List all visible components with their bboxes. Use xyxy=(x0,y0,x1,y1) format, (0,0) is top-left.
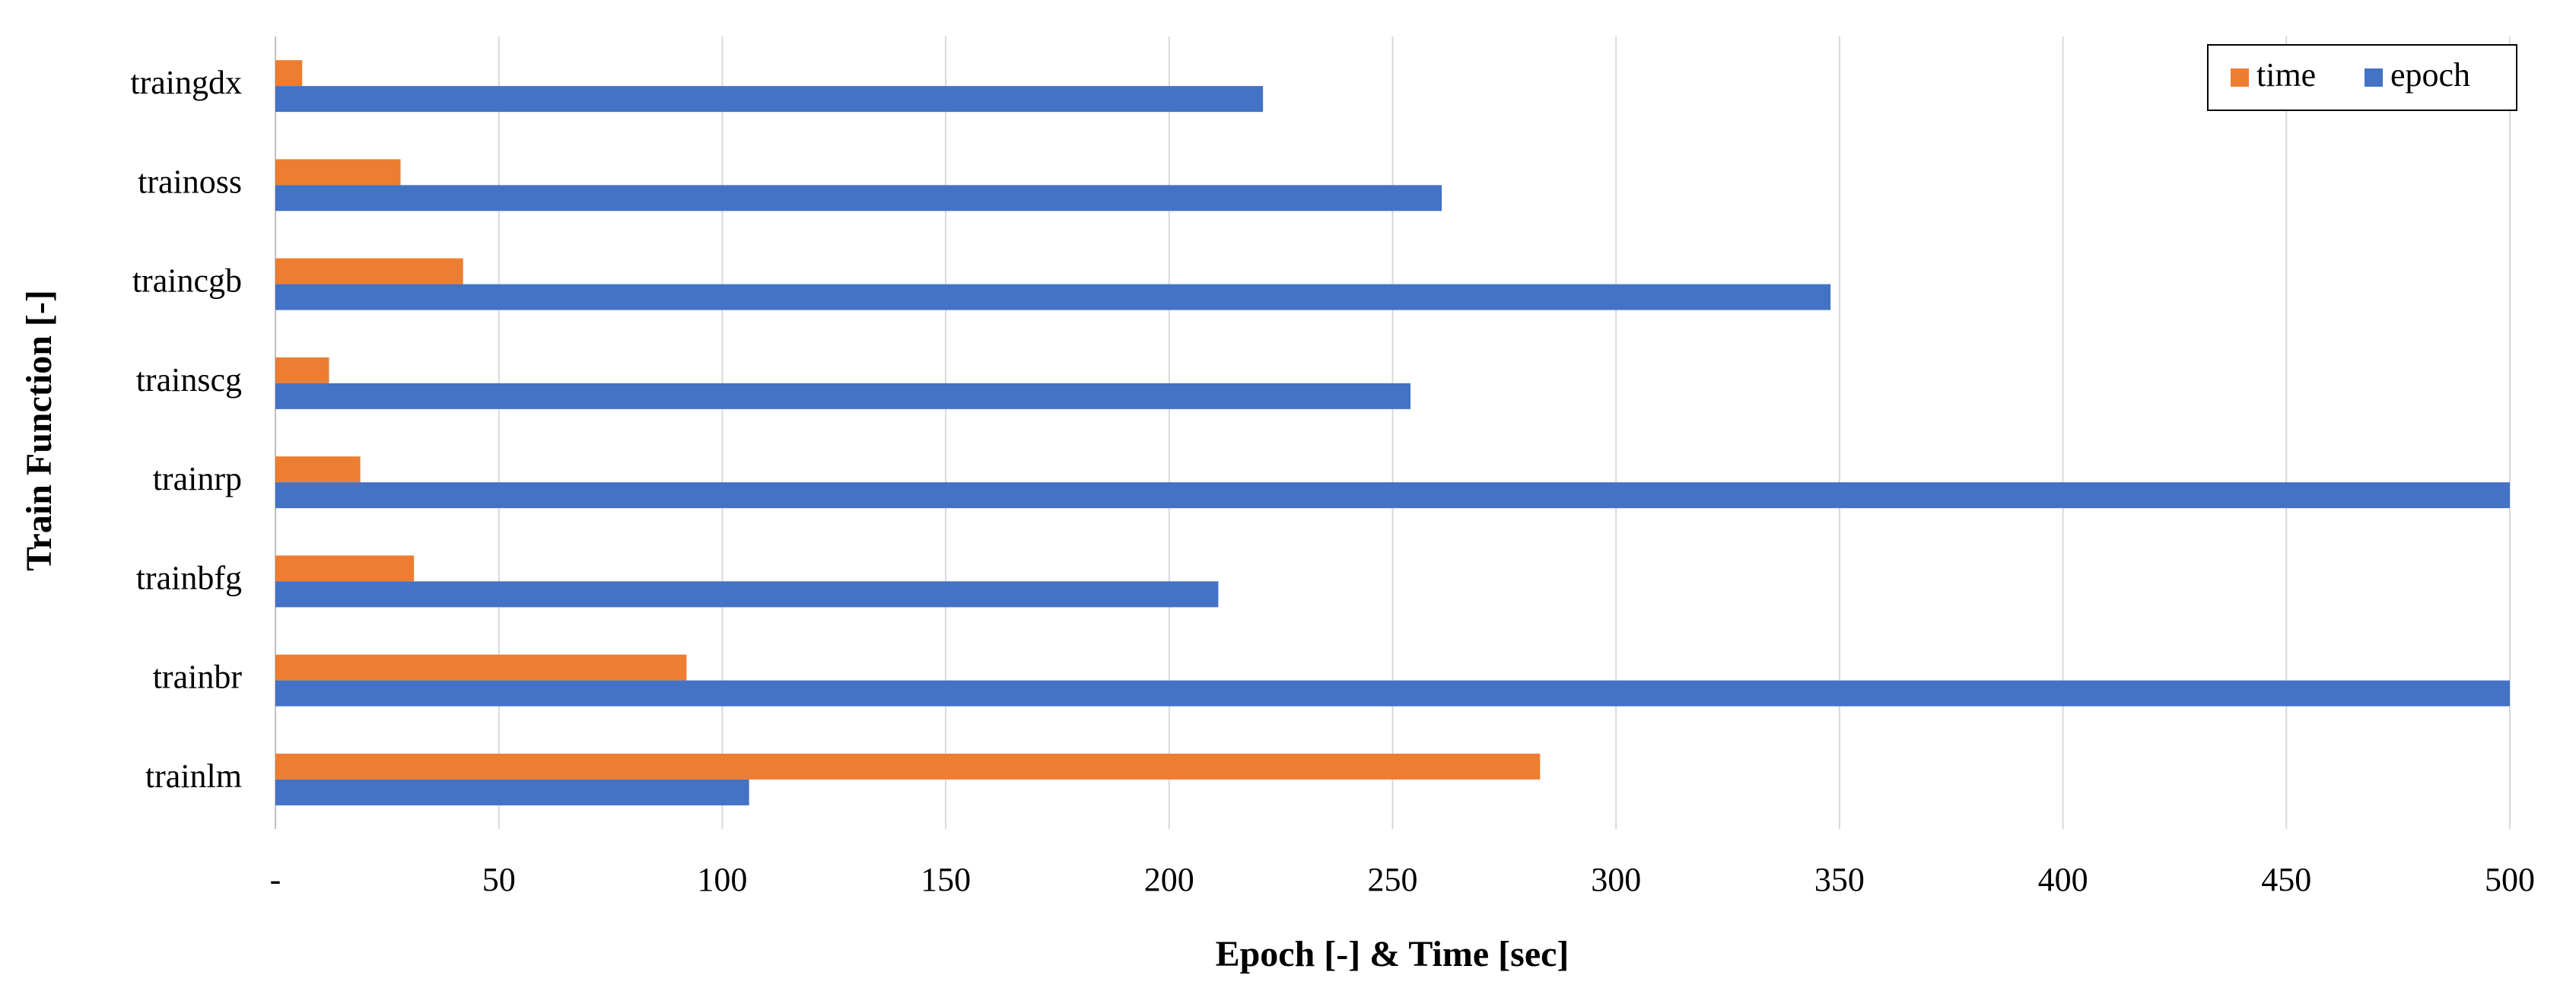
y-tick-label: traingdx xyxy=(130,64,242,101)
legend: time epoch xyxy=(2207,44,2517,111)
x-tick-label: 150 xyxy=(921,861,971,898)
x-tick-label: 500 xyxy=(2485,861,2535,898)
y-tick-label: trainoss xyxy=(138,163,242,200)
x-tick-label: 450 xyxy=(2261,861,2311,898)
bar xyxy=(275,258,463,284)
bar xyxy=(275,284,1831,310)
legend-label: epoch xyxy=(2390,56,2470,94)
x-tick-label: 350 xyxy=(1814,861,1865,898)
legend-label: time xyxy=(2256,56,2316,94)
y-axis-title: Train Function [-] xyxy=(19,290,59,571)
legend-swatch xyxy=(2365,68,2383,87)
y-tick-label: traincgb xyxy=(132,262,242,300)
x-axis-title: Epoch [-] & Time [sec] xyxy=(1216,934,1569,974)
bar xyxy=(275,60,303,87)
bar xyxy=(275,555,415,582)
bar xyxy=(275,383,1410,409)
x-tick-label: 50 xyxy=(482,861,516,898)
bar xyxy=(275,753,1541,780)
legend-swatch xyxy=(2231,68,2249,87)
x-tick-label: - xyxy=(270,861,281,898)
bar xyxy=(275,159,401,186)
bar xyxy=(275,680,2510,707)
bar xyxy=(275,654,687,681)
bar xyxy=(275,185,1442,211)
x-tick-label: 200 xyxy=(1144,861,1194,898)
bar xyxy=(275,581,1219,608)
bar xyxy=(275,357,329,383)
x-tick-label: 300 xyxy=(1591,861,1641,898)
bar xyxy=(275,779,749,805)
y-tick-label: trainrp xyxy=(153,460,242,497)
y-tick-label: trainlm xyxy=(145,758,242,795)
bar xyxy=(275,86,1264,113)
bar xyxy=(275,482,2510,509)
x-tick-label: 400 xyxy=(2038,861,2088,898)
x-tick-label: 100 xyxy=(697,861,747,898)
y-tick-label: trainscg xyxy=(136,361,242,399)
bar xyxy=(275,456,361,483)
legend-box xyxy=(2207,44,2517,111)
y-tick-label: trainbfg xyxy=(136,559,242,596)
x-tick-label: 250 xyxy=(1368,861,1418,898)
y-tick-label: trainbr xyxy=(153,659,243,696)
